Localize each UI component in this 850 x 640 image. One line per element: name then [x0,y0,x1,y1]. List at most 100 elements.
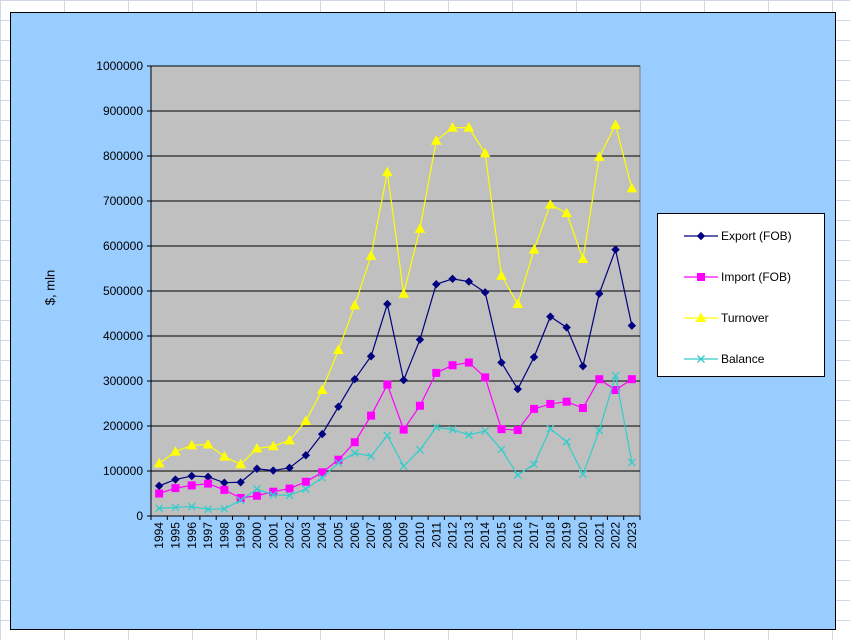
data-point [399,375,408,385]
data-point [562,437,571,446]
x-tick-label: 1996 [185,522,199,549]
x-tick-label: 1999 [234,522,248,549]
data-point [546,424,555,433]
x-tick-label: 1998 [217,522,231,549]
legend-label: Export (FOB) [721,229,792,243]
data-point [284,434,295,445]
data-point [367,452,376,461]
data-point [285,491,294,500]
data-point [414,223,426,233]
data-point [383,431,392,440]
legend-item[interactable]: Balance [658,350,826,370]
y-tick-label: 500000 [103,284,143,298]
data-point [236,496,245,505]
data-point [627,458,636,467]
data-point [301,485,310,493]
data-point [301,477,310,486]
data-point [349,299,361,310]
data-point [383,380,392,389]
legend-label: Balance [721,352,765,366]
data-point [398,288,410,298]
data-point [251,442,263,453]
data-point [481,426,490,435]
data-point [367,411,376,420]
data-point [318,468,327,477]
data-point [383,299,392,309]
y-axis-label: $, mln [35,260,65,320]
data-point [399,462,408,471]
data-point [155,489,164,498]
data-point [350,449,359,457]
legend[interactable]: Export (FOB) Import (FOB) Turnover Balance [657,213,825,377]
data-point [464,277,474,286]
data-point [430,135,442,145]
data-point [317,429,327,439]
data-point [154,481,164,491]
x-tick-label: 2008 [380,522,394,549]
data-point [530,460,539,469]
x-tick-label: 2011 [429,522,443,548]
data-point [513,471,522,480]
data-point [695,312,707,322]
data-point [235,458,247,469]
data-point [448,274,457,284]
x-tick-label: 1995 [168,522,182,549]
data-point [301,451,311,460]
x-tick-label: 2022 [609,522,623,549]
x-tick-label: 2023 [625,522,639,549]
y-tick-label: 700000 [103,194,143,208]
series-turnover [153,119,638,469]
x-tick-label: 2012 [446,522,460,549]
legend-item[interactable]: Import (FOB) [658,268,826,288]
data-point [546,399,555,408]
data-point [528,244,540,254]
data-point [697,273,705,281]
data-point [530,404,539,413]
legend-swatch [684,273,718,281]
data-point [561,207,573,218]
data-point [153,457,165,468]
data-point [334,402,343,411]
data-point [578,404,587,412]
data-point [155,504,164,513]
data-point [252,464,262,473]
data-point [318,473,327,482]
data-point [464,431,473,439]
data-point [626,182,638,193]
x-tick-label: 2010 [413,522,427,549]
data-point [513,426,522,435]
data-point [463,122,475,132]
data-point [447,122,458,132]
x-tick-label: 2014 [478,522,492,549]
data-point [611,371,620,380]
data-point [611,245,620,254]
x-tick-label: 2002 [283,522,297,549]
legend-item[interactable]: Turnover [658,309,826,329]
data-point [432,423,441,432]
data-point [529,352,539,362]
data-point [285,484,294,493]
x-tick-label: 2017 [527,522,541,549]
data-point [366,352,376,361]
data-point [236,478,245,487]
data-point [187,502,196,511]
x-tick-label: 2005 [331,522,345,549]
data-point [513,384,522,394]
data-point [415,401,424,410]
series-layer [153,119,638,514]
y-axis-ticks: 0 100000 200000 300000 400000 500000 600000 700… [96,59,640,523]
data-point [544,199,556,209]
y-tick-label: 600000 [103,239,143,253]
data-point [415,335,425,344]
x-tick-label: 2016 [511,522,525,549]
legend-swatch [684,312,718,322]
legend-item[interactable]: Export (FOB) [658,227,826,247]
data-point [611,386,620,394]
x-tick-label: 2021 [592,522,606,549]
data-point [269,490,278,499]
x-tick-label: 2018 [543,522,557,549]
data-point [480,288,490,297]
y-tick-label: 300000 [103,374,143,388]
data-point [365,250,377,260]
data-point [202,438,214,449]
